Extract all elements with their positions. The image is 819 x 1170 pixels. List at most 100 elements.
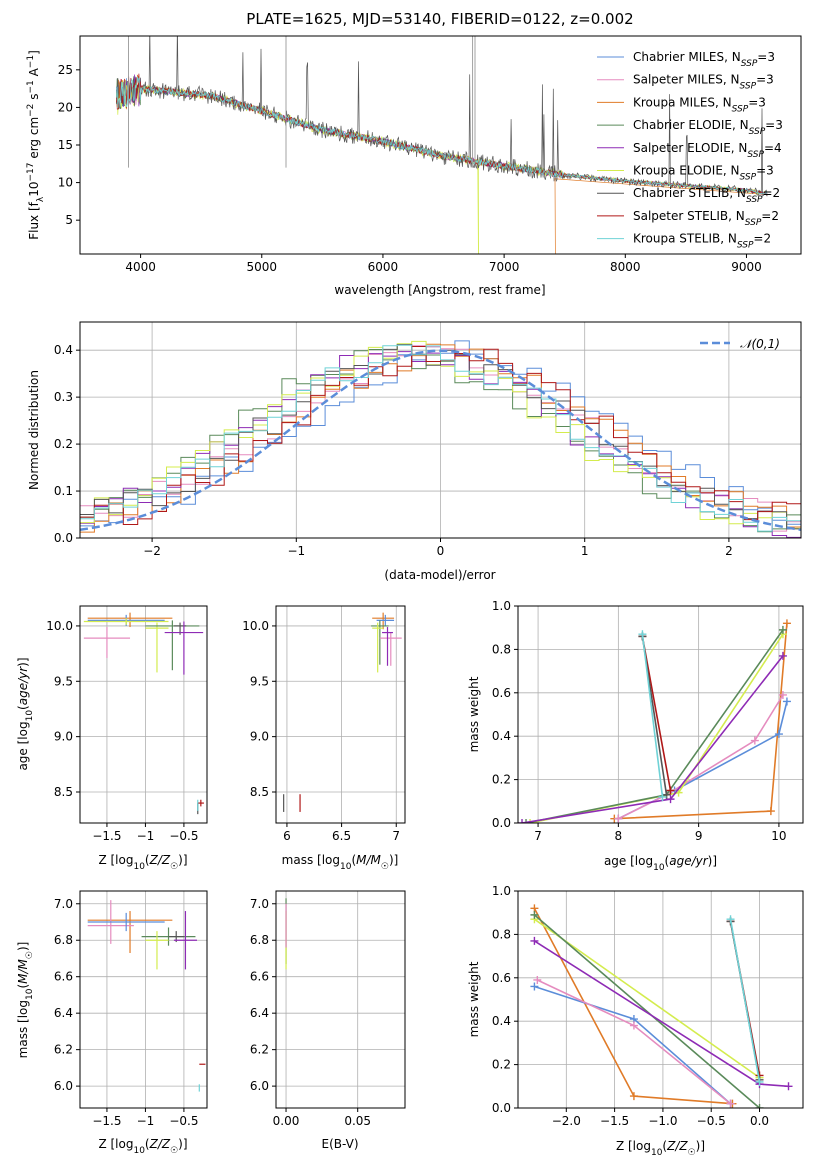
- label-part: ☉: [170, 862, 178, 872]
- y-tick-label: 1.0: [492, 599, 511, 613]
- legend-label-kroupa_stelib: Kroupa STELIB, NSSP=2: [633, 232, 771, 251]
- x-tick-label: 9: [695, 829, 703, 843]
- label-part: M/M: [16, 958, 30, 983]
- label-part: Kroupa STELIB, N: [633, 232, 737, 246]
- y-tick-label: 0.6: [492, 971, 511, 985]
- weight-marker-chabrier_elodie: [778, 625, 787, 634]
- legend-label-normal: 𝒩(0,1): [740, 337, 780, 351]
- spectrum-axes: 4000 5000 6000 7000 8000 9000 5 10 15 20 25 wavelen…: [26, 35, 802, 297]
- x-axis-label: Z [log10(Z/Z☉)]: [98, 1137, 187, 1156]
- mass_vs_Z-axes: −1.5 −1 −0.56.06.26.46.66.87.0Z [log10(Z/Z…: [16, 890, 208, 1156]
- x-tick-label: −1.5: [92, 829, 121, 843]
- y-tick-label: 0.4: [54, 343, 73, 357]
- label-part: )]: [16, 657, 30, 666]
- x-tick-label: −1: [137, 1114, 155, 1128]
- weight-line-kroupa_miles: [614, 623, 788, 820]
- y-tick-label: 25: [58, 63, 73, 77]
- y-tick-label: 0.2: [492, 1058, 511, 1072]
- weight-marker-kroupa_miles: [766, 807, 775, 816]
- spectrum-line-chabrier_stelib: [116, 36, 768, 197]
- x-tick-label: 7: [534, 829, 542, 843]
- x-tick-label: 4000: [125, 260, 156, 274]
- y-tick-label: 9.5: [250, 674, 269, 688]
- label-part: mass [log: [282, 853, 340, 867]
- label-part: 10: [25, 988, 35, 1000]
- weight-marker-chabrier_stelib: [662, 790, 671, 799]
- label-part: )]: [16, 942, 30, 951]
- label-part: Z [log: [98, 1137, 133, 1151]
- x-tick-label: 9000: [731, 260, 762, 274]
- y-tick-label: 0.3: [54, 390, 73, 404]
- weight-marker-kroupa_miles: [782, 619, 791, 628]
- histogram-legend: 𝒩(0,1): [700, 337, 780, 351]
- label-part: Z/Z: [149, 853, 171, 867]
- weight-line-chabrier_elodie: [533, 914, 761, 1108]
- y-tick-label: 0.2: [492, 773, 511, 787]
- y-tick-label: 6.6: [54, 970, 73, 984]
- x-axis-label: Z [log10(Z/Z☉)]: [98, 853, 187, 872]
- label-part: SSP: [747, 150, 764, 160]
- x-tick-label: 1: [581, 544, 589, 558]
- x-axis-label: Z [log10(Z/Z☉)]: [616, 1139, 705, 1158]
- label-part: Z [log: [98, 853, 133, 867]
- x-tick-label: −1.0: [648, 1114, 677, 1128]
- legend-label-salpeter_miles: Salpeter MILES, NSSP=3: [633, 73, 774, 92]
- y-tick-label: 6.2: [54, 1043, 73, 1057]
- label-part: =2: [763, 186, 781, 200]
- legend-label-salpeter_elodie: Salpeter ELODIE, NSSP=4: [633, 141, 782, 160]
- weight-line-kroupa_stelib: [641, 634, 664, 798]
- y-tick-label: 0.2: [54, 437, 73, 451]
- label-part: =3: [756, 164, 774, 178]
- weight-line-salpeter_miles: [618, 694, 784, 820]
- weight-marker-chabrier_elodie: [522, 819, 531, 823]
- label-part: (: [665, 854, 670, 868]
- axes-frame: [517, 890, 804, 1109]
- weight-marker-chabrier_miles: [782, 697, 791, 706]
- weight-marker-chabrier_miles: [530, 982, 539, 991]
- y-tick-label: 10: [58, 176, 73, 190]
- label-part: Chabrier STELIB, N: [633, 186, 746, 200]
- x-tick-label: 8: [615, 829, 623, 843]
- label-part: −1: [26, 55, 36, 68]
- x-tick-label: 7000: [489, 260, 520, 274]
- label-part: =3: [757, 50, 775, 64]
- label-part: −2: [26, 104, 36, 117]
- y-tick-label: 6.0: [54, 1079, 73, 1093]
- label-part: =4: [764, 141, 782, 155]
- weight-marker-salpeter_miles: [726, 1099, 735, 1108]
- age_vs_Z-axes: −1.5 −1 −0.58.59.09.510.0Z [log10(Z/Z☉)]ag…: [16, 605, 208, 872]
- x-tick-label: −2: [143, 544, 161, 558]
- axes-frame: [79, 321, 802, 539]
- weight-marker-kroupa_miles: [629, 1092, 638, 1101]
- legend-label-kroupa_elodie: Kroupa ELODIE, NSSP=3: [633, 164, 774, 183]
- label-part: A: [27, 67, 41, 80]
- label-part: ☉: [381, 862, 389, 872]
- x-axis-label: age [log10(age/yr)]: [604, 854, 717, 873]
- label-part: −1: [26, 80, 36, 93]
- label-part: Chabrier ELODIE, N: [633, 118, 749, 132]
- label-part: M/M: [356, 853, 381, 867]
- weight-line-kroupa_stelib: [729, 919, 761, 1083]
- label-part: ]: [27, 50, 41, 55]
- weight-marker-chabrier_elodie: [530, 910, 539, 919]
- y-tick-label: 0.4: [492, 729, 511, 743]
- x-tick-label: 10: [771, 829, 786, 843]
- weight-marker-salpeter_elodie: [530, 936, 539, 945]
- label-part: SSP: [740, 82, 757, 92]
- label-part: λ: [36, 196, 46, 202]
- x-axis-label: wavelength [Angstrom, rest frame]: [334, 283, 545, 297]
- label-part: erg cm: [27, 117, 41, 163]
- x-tick-label: 0.00: [273, 1114, 300, 1128]
- label-part: 10: [25, 710, 35, 722]
- y-axis-label: mass weight: [467, 676, 481, 752]
- y-tick-label: 6.0: [250, 1079, 269, 1093]
- weight-marker-salpeter_elodie: [778, 651, 787, 660]
- x-tick-label: 0.05: [344, 1114, 371, 1128]
- weight-marker-salpeter_miles: [614, 814, 623, 823]
- weight-marker-salpeter_miles: [629, 1021, 638, 1030]
- y-axis-label: Normed distribution: [27, 370, 41, 490]
- normal-curve: [80, 349, 801, 532]
- x-tick-label: −1.5: [600, 1114, 629, 1128]
- y-tick-label: 8.5: [54, 785, 73, 799]
- legend-label-chabrier_stelib: Chabrier STELIB, NSSP=2: [633, 186, 780, 205]
